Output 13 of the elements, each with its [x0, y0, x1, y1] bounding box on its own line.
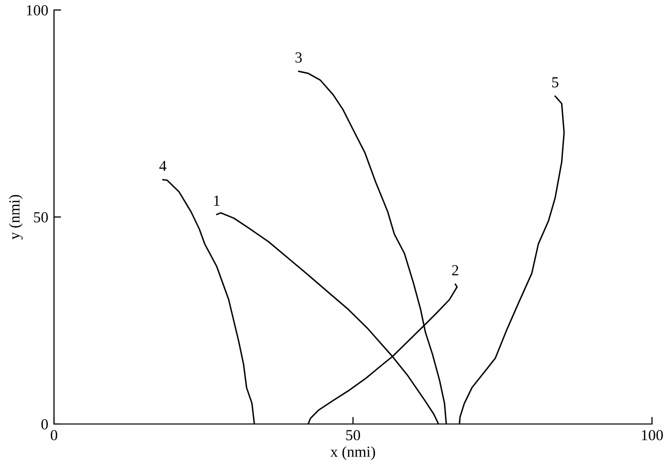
- y-tick-label: 50: [34, 212, 48, 222]
- series-label: 5: [552, 77, 558, 88]
- y-axis-title: y (nmi): [8, 194, 23, 240]
- x-tick-label: 100: [642, 430, 663, 440]
- x-tick-label: 0: [50, 430, 58, 440]
- x-axis-title: x (nmi): [330, 446, 376, 460]
- series-label: 3: [295, 52, 302, 63]
- y-tick-label: 100: [26, 5, 48, 16]
- series-label: 4: [159, 160, 166, 171]
- x-tick-label: 50: [346, 430, 360, 440]
- series-label: 1: [214, 196, 220, 206]
- series-label: 2: [452, 265, 458, 276]
- y-tick-label: 0: [41, 419, 48, 430]
